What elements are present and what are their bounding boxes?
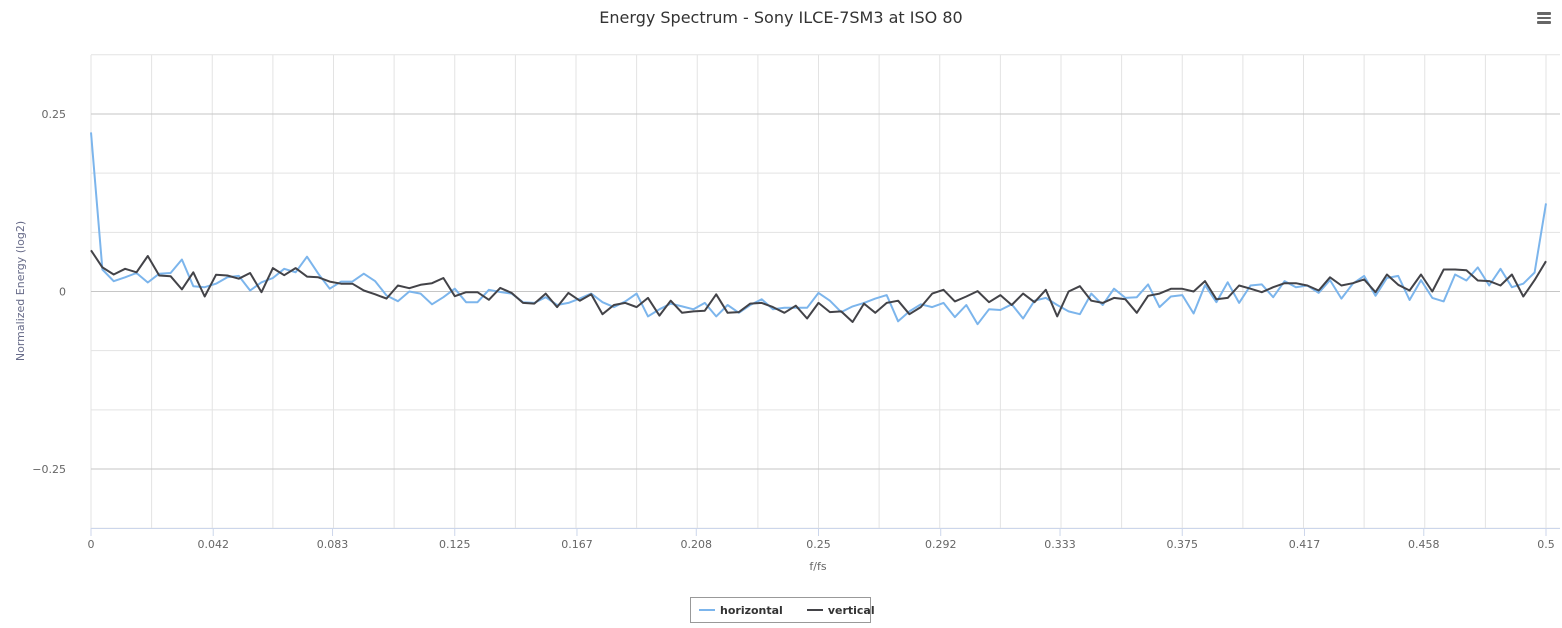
hamburger-menu-icon[interactable] [1537,12,1551,24]
x-tick-label: 0.167 [561,538,593,551]
x-tick-label: 0.458 [1408,538,1440,551]
legend-line-icon [699,609,715,611]
x-tick-label: 0.417 [1289,538,1321,551]
legend: horizontal vertical [690,597,875,623]
x-tick-label: 0 [88,538,95,551]
y-axis-title: Normalized Energy (log2) [14,221,27,361]
legend-item-vertical[interactable]: vertical [806,603,875,617]
y-tick-label: 0.25 [42,108,67,121]
y-tick-label: 0 [59,286,66,299]
legend-item-horizontal[interactable]: horizontal [699,604,783,617]
x-tick-label: 0.208 [681,538,713,551]
x-tick-label: 0.042 [197,538,229,551]
x-tick-label: 0.083 [317,538,349,551]
y-axis-ticks: −0.25 0 0.25 [32,108,66,476]
x-tick-label: 0.375 [1167,538,1199,551]
x-tick-label: 0.25 [806,538,831,551]
x-axis-title: f/fs [809,560,826,573]
chart-title: Energy Spectrum - Sony ILCE-7SM3 at ISO … [599,8,962,27]
x-tick-label: 0.125 [439,538,471,551]
y-tick-label: −0.25 [32,463,66,476]
legend-label: horizontal [720,603,783,617]
x-tick-label: 0.292 [925,538,957,551]
grid [90,54,1560,529]
x-tick-label: 0.333 [1044,538,1076,551]
legend-line-icon [806,609,823,611]
x-tick-label: 0.5 [1537,538,1555,551]
legend-label: vertical [827,603,875,617]
x-axis-ticks: 0 0.042 0.083 0.125 0.167 0.208 0.25 0.292 0.333… [88,528,1555,551]
series-layer [90,132,1547,326]
